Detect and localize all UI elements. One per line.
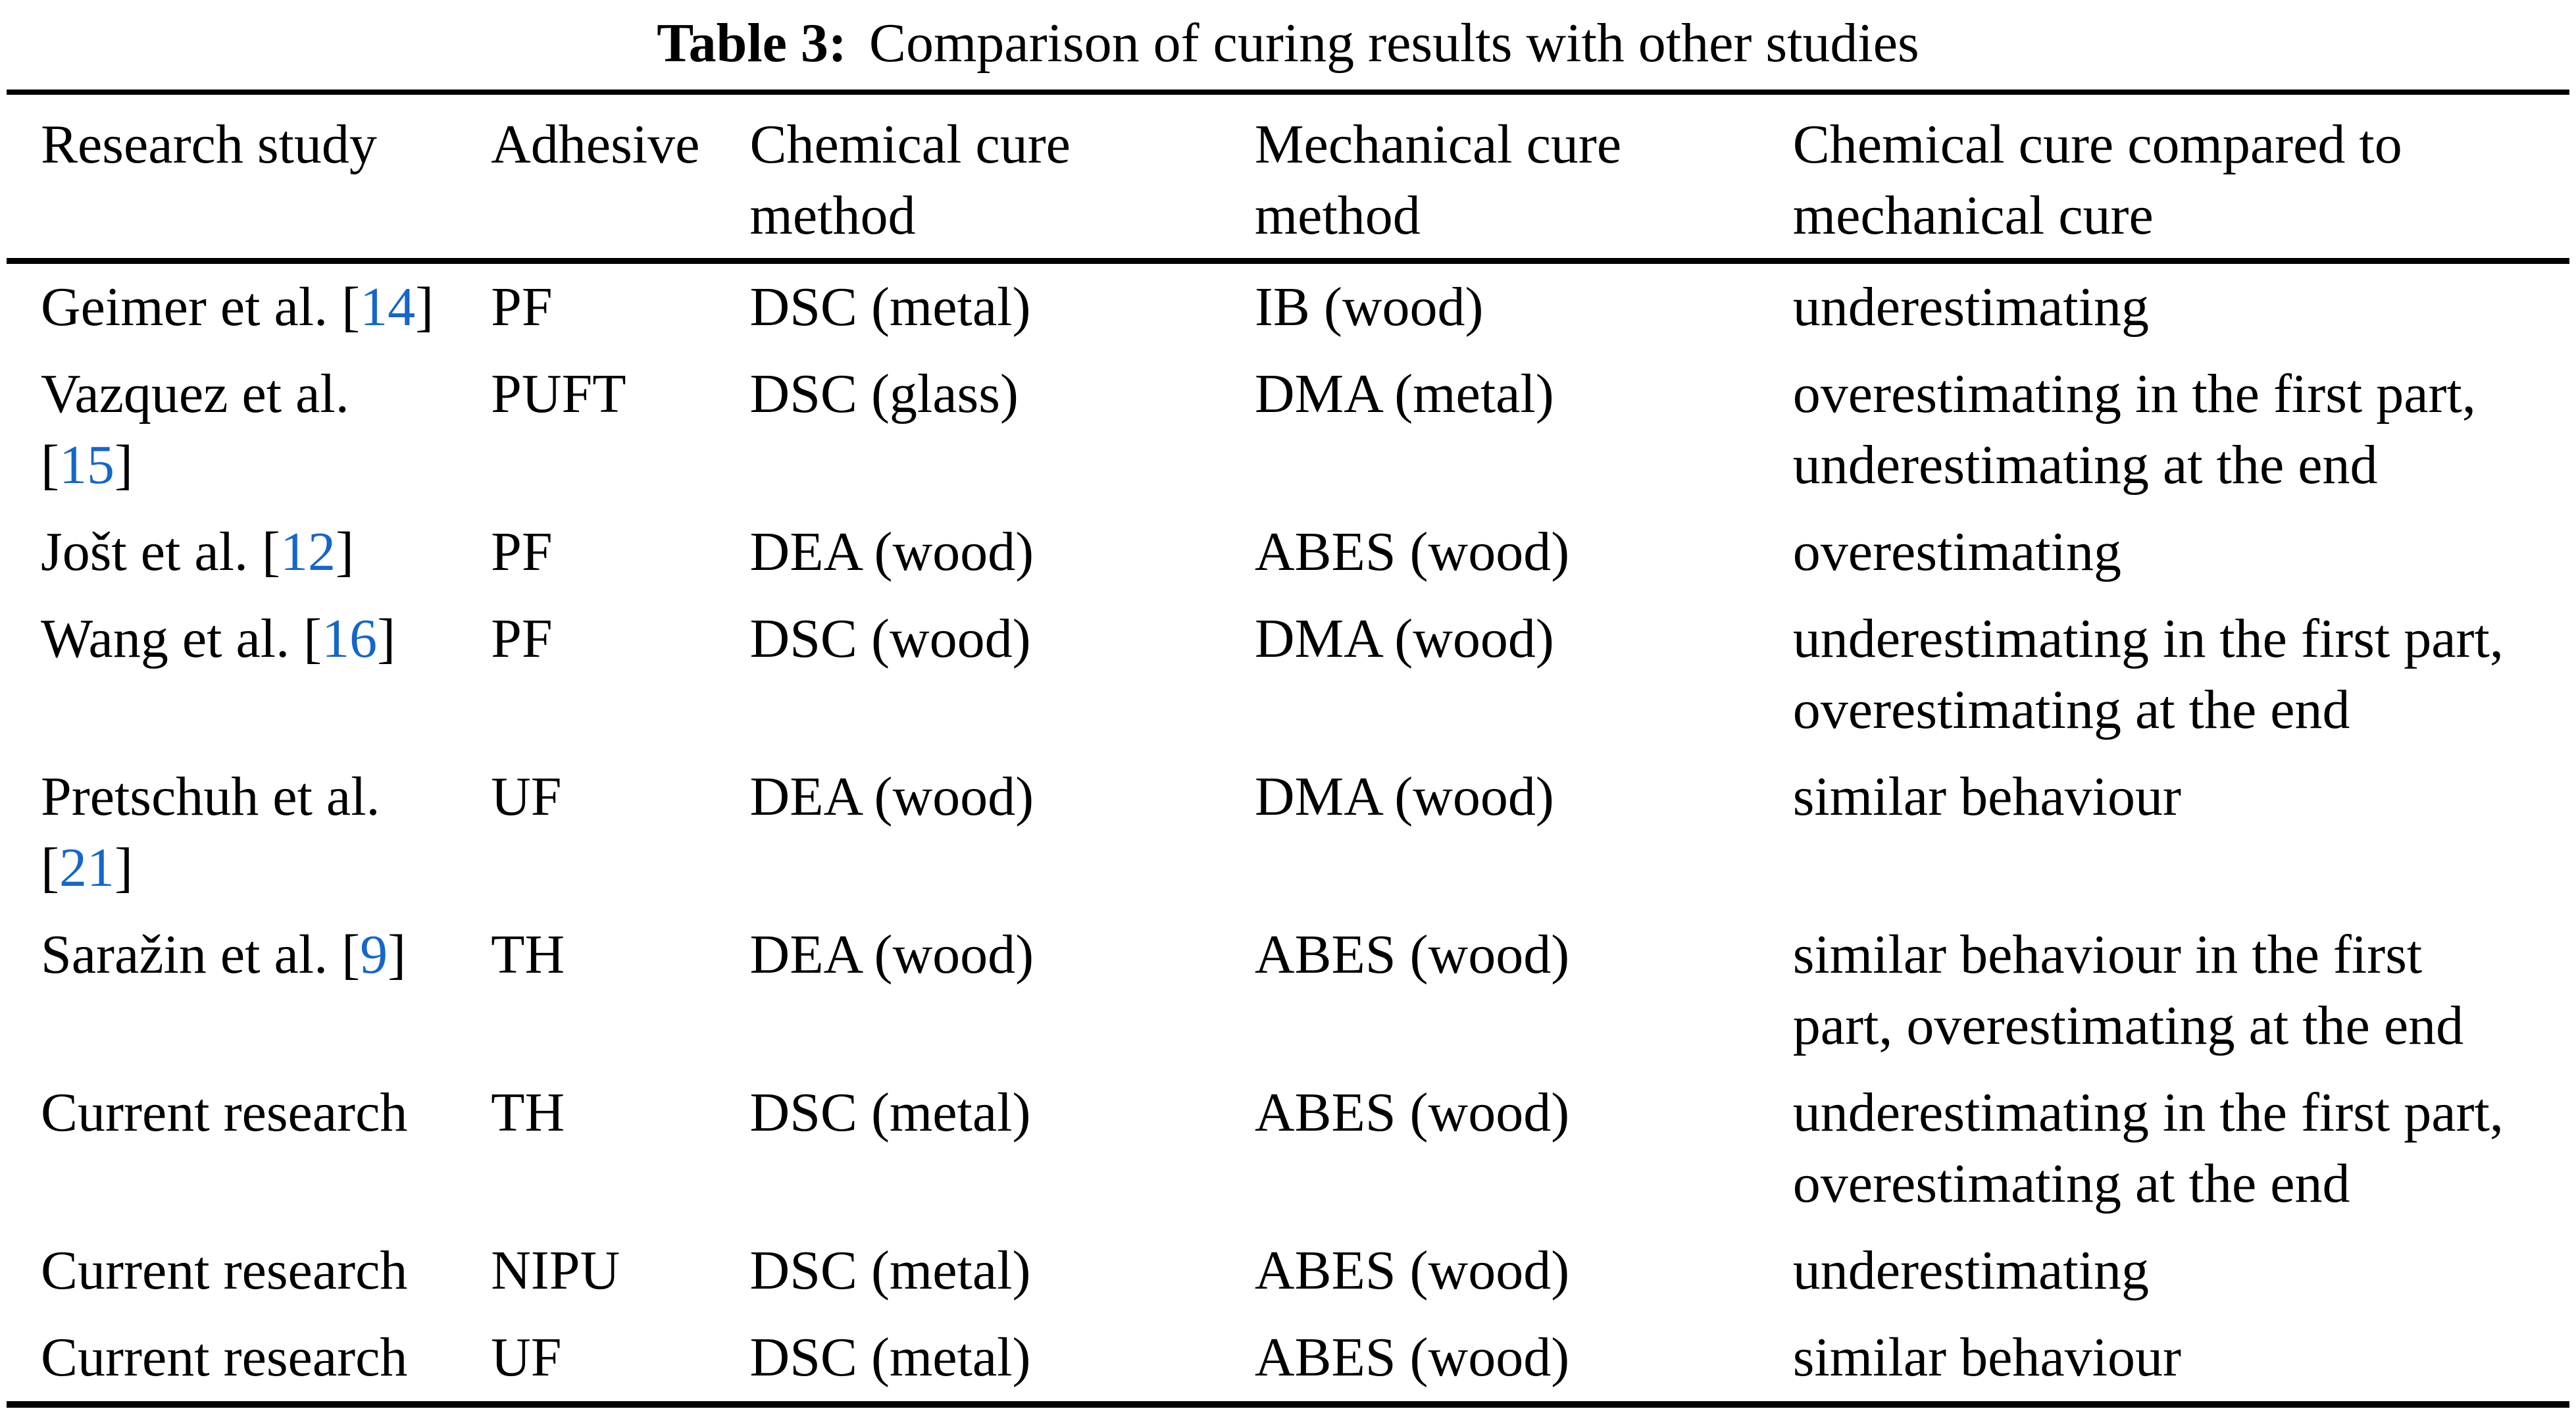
study-name: Geimer et al. [ <box>41 276 361 338</box>
study-name-end: ] <box>335 521 354 582</box>
cell-study: Current research <box>7 1069 491 1227</box>
cell-mechanical-cure-method: ABES (wood) <box>1254 1327 1570 1388</box>
study-name: Jošt et al. [ <box>41 521 280 582</box>
cell-adhesive: UF <box>491 766 562 827</box>
cell-comparison: similar behaviour <box>1792 766 2181 827</box>
table-body: Geimer et al. [14] PF DSC (metal) IB (wo… <box>7 261 2569 1405</box>
cell-chemical-cure-method: DSC (metal) <box>749 1082 1031 1143</box>
cell-comparison: underestimating <box>1792 276 2149 338</box>
column-header-comparison: Chemical cure compared to mechanical cur… <box>1792 114 2402 246</box>
cell-mechanical-cure-method: ABES (wood) <box>1254 521 1570 582</box>
column-header-chemical-cure-method: Chemical cure method <box>749 114 1071 246</box>
citation-link[interactable]: 12 <box>280 521 336 582</box>
citation-link[interactable]: 15 <box>59 434 114 496</box>
study-name-end: ] <box>377 608 396 669</box>
cell-study: Vazquez et al. [15] <box>7 351 491 509</box>
column-header-research-study: Research study <box>41 114 377 175</box>
study-name: Wang et al. [ <box>41 608 322 669</box>
cell-adhesive: NIPU <box>491 1240 620 1301</box>
cell-comparison: overestimating in the first part, undere… <box>1792 363 2476 496</box>
header-row: Research study Adhesive Chemical cure me… <box>7 92 2569 261</box>
cell-chemical-cure-method: DSC (metal) <box>749 276 1031 338</box>
cell-study: Wang et al. [16] <box>7 596 491 754</box>
table-row: Vazquez et al. [15] PUFT DSC (glass) DMA… <box>7 351 2569 509</box>
column-header-mechanical-cure-method: Mechanical cure method <box>1254 114 1622 246</box>
table-row: Pretschuh et al. [21] UF DEA (wood) DMA … <box>7 754 2569 912</box>
table-row: Wang et al. [16] PF DSC (wood) DMA (wood… <box>7 596 2569 754</box>
cell-study: Geimer et al. [14] <box>7 261 491 351</box>
cell-chemical-cure-method: DSC (wood) <box>749 608 1031 669</box>
page: { "page": { "background": "#ffffff", "te… <box>0 8 2576 1413</box>
study-name: Current research <box>41 1240 408 1301</box>
table-row: Saražin et al. [9] TH DEA (wood) ABES (w… <box>7 912 2569 1069</box>
cell-mechanical-cure-method: ABES (wood) <box>1254 924 1570 985</box>
cell-mechanical-cure-method: IB (wood) <box>1254 276 1484 338</box>
column-header-adhesive: Adhesive <box>491 114 700 175</box>
study-name: Saražin et al. [ <box>41 924 361 985</box>
cell-comparison: similar behaviour <box>1792 1327 2181 1388</box>
cell-comparison: underestimating in the first part, overe… <box>1792 1082 2504 1214</box>
cell-comparison: underestimating <box>1792 1240 2149 1301</box>
cell-study: Pretschuh et al. [21] <box>7 754 491 912</box>
study-name: Pretschuh et al. [ <box>41 766 380 898</box>
cell-mechanical-cure-method: ABES (wood) <box>1254 1082 1570 1143</box>
citation-link[interactable]: 9 <box>360 924 388 985</box>
cell-comparison: overestimating <box>1792 521 2121 582</box>
table-header: Research study Adhesive Chemical cure me… <box>7 92 2569 261</box>
cell-mechanical-cure-method: DMA (metal) <box>1254 363 1554 424</box>
cell-adhesive: TH <box>491 924 565 985</box>
cell-study: Jošt et al. [12] <box>7 509 491 596</box>
cell-study: Current research <box>7 1314 491 1404</box>
citation-link[interactable]: 21 <box>59 837 114 898</box>
cell-adhesive: TH <box>491 1082 565 1143</box>
study-name: Current research <box>41 1327 408 1388</box>
table-caption-label: Table 3: <box>657 13 847 74</box>
cell-chemical-cure-method: DEA (wood) <box>749 521 1034 582</box>
cell-chemical-cure-method: DSC (metal) <box>749 1240 1031 1301</box>
study-name-end: ] <box>114 434 133 496</box>
table-row: Jošt et al. [12] PF DEA (wood) ABES (woo… <box>7 509 2569 596</box>
study-name-end: ] <box>388 924 407 985</box>
table-row: Current research UF DSC (metal) ABES (wo… <box>7 1314 2569 1404</box>
cell-comparison: similar behaviour in the first part, ove… <box>1792 924 2464 1056</box>
cell-adhesive: PF <box>491 276 553 338</box>
cell-chemical-cure-method: DEA (wood) <box>749 924 1034 985</box>
cell-chemical-cure-method: DEA (wood) <box>749 766 1034 827</box>
cell-mechanical-cure-method: DMA (wood) <box>1254 608 1554 669</box>
cell-adhesive: PF <box>491 608 553 669</box>
study-name-end: ] <box>114 837 133 898</box>
study-name: Vazquez et al. [ <box>41 363 349 496</box>
cell-comparison: underestimating in the first part, overe… <box>1792 608 2504 740</box>
cell-adhesive: PUFT <box>491 363 626 424</box>
cell-study: Current research <box>7 1227 491 1314</box>
comparison-table: Research study Adhesive Chemical cure me… <box>7 90 2569 1408</box>
table-row: Geimer et al. [14] PF DSC (metal) IB (wo… <box>7 261 2569 351</box>
cell-mechanical-cure-method: ABES (wood) <box>1254 1240 1570 1301</box>
study-name-end: ] <box>415 276 434 338</box>
cell-chemical-cure-method: DSC (metal) <box>749 1327 1031 1388</box>
cell-adhesive: PF <box>491 521 553 582</box>
table-caption: Table 3: Comparison of curing results wit… <box>0 8 2576 79</box>
study-name: Current research <box>41 1082 408 1143</box>
table-row: Current research TH DSC (metal) ABES (wo… <box>7 1069 2569 1227</box>
cell-adhesive: UF <box>491 1327 562 1388</box>
table-caption-text: Comparison of curing results with other … <box>869 13 1919 74</box>
cell-study: Saražin et al. [9] <box>7 912 491 1069</box>
citation-link[interactable]: 16 <box>322 608 378 669</box>
table-row: Current research NIPU DSC (metal) ABES (… <box>7 1227 2569 1314</box>
citation-link[interactable]: 14 <box>360 276 416 338</box>
cell-mechanical-cure-method: DMA (wood) <box>1254 766 1554 827</box>
cell-chemical-cure-method: DSC (glass) <box>749 363 1019 424</box>
